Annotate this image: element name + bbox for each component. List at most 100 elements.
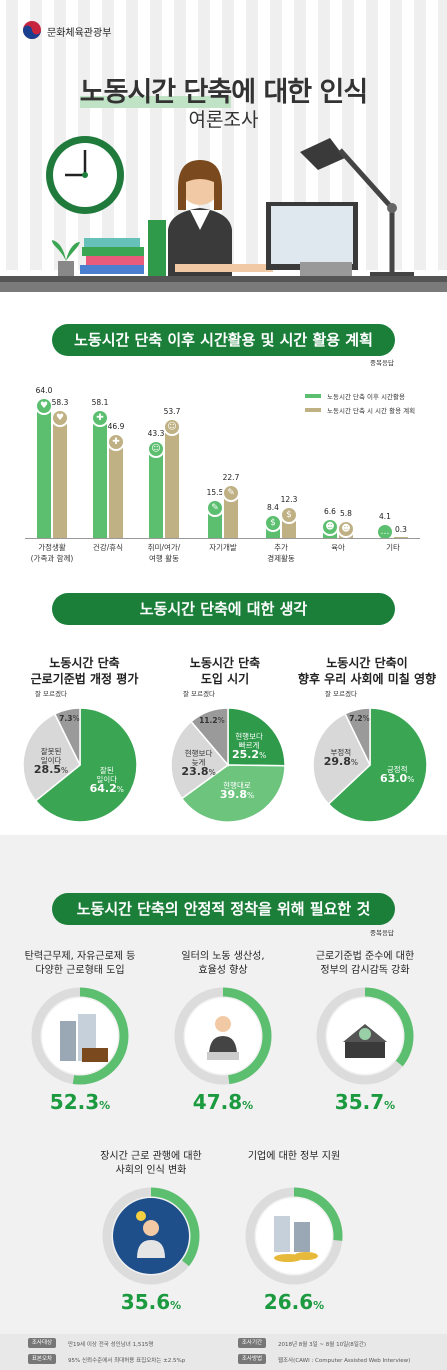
category-label: 기타: [386, 543, 400, 552]
taegeuk-logo-icon: [23, 21, 41, 39]
bar-cap-icon: ✎: [222, 484, 240, 502]
pie-slice: [34, 707, 138, 823]
bar-cap-icon: ☺: [163, 418, 181, 437]
desk-surface: [0, 276, 447, 282]
pies-svg: [22, 707, 428, 823]
category-label: 자기개발: [209, 543, 237, 552]
need-ring-arc: [174, 987, 272, 1085]
footer-tag: 조사기간: [238, 1338, 266, 1348]
need-ring-arc: [316, 987, 414, 1085]
bar-value-label: 6.6: [324, 507, 336, 517]
pie-slice-label: 잘된 일이다 64.2%: [89, 765, 124, 795]
category-label: 추가 경제활동: [267, 543, 295, 563]
pie-slice: [227, 707, 286, 767]
pie-slice-label: 긍정적 63.0%: [380, 764, 415, 785]
need-percentage: 35.7%: [334, 1090, 396, 1114]
bar-usage-2: [149, 446, 163, 538]
survey-footer: 조사대상 만19세 이상 전국 성인남녀 1,515명 표본오차 95% 신뢰수…: [0, 1334, 447, 1370]
dont-know-label: 잘 모르겠다: [183, 690, 215, 698]
book-stack-icon: [80, 238, 144, 274]
need-percentage: 52.3%: [49, 1090, 111, 1114]
bar-value-label: 58.3: [51, 397, 69, 407]
pie-slice-label: 7.2%: [349, 714, 370, 724]
bar-cap-icon: …: [376, 523, 394, 542]
pie-slice-label: 현행보다 빠르게 25.2%: [231, 732, 267, 762]
category-label: 건강/휴식: [92, 543, 124, 552]
bar-cap-icon: ♥: [35, 396, 53, 415]
need-ring-gauge: [316, 987, 414, 1085]
pie-slice: [170, 720, 230, 800]
bar-value-label: 58.1: [91, 398, 109, 408]
bar-value-label: 43.3: [147, 429, 165, 439]
dont-know-label: 잘 모르겠다: [325, 690, 357, 698]
bar-cap-icon: ✚: [107, 432, 125, 451]
section1-note: 중복응답: [370, 359, 394, 367]
section3-title: 노동시간 단축의 안정적 정착을 위해 필요한 것: [52, 893, 395, 925]
need-label: 일터의 노동 생산성, 효율성 향상: [181, 951, 265, 976]
bar-value-label: 8.4: [267, 503, 279, 513]
need-label: 기업에 대한 정부 지원: [247, 1151, 341, 1162]
bar-plan-3: [224, 490, 238, 538]
bar-chart: ♥ 64.0 ♥ 58.3 가정생활 (가족과 함께) ✚ 58.1 ✚ 46.9 건강/휴식 ☺ 4…: [0, 370, 447, 580]
page-subtitle: 여론조사: [188, 109, 259, 131]
plant-icon: [52, 240, 80, 276]
x-axis-line: [25, 538, 420, 539]
need-label: 탄력근무제, 자유근로제 등 다양한 근로형태 도입: [24, 951, 136, 976]
bar-cap-icon: ♥: [51, 408, 69, 427]
bar-usage-1: [93, 415, 107, 538]
bar-plan-6: [394, 537, 408, 538]
need-label: 근로기준법 준수에 대한 정부의 감시감독 강화: [315, 951, 415, 976]
office-buildings-icon: [60, 1014, 108, 1062]
desk-lamp-icon: [300, 138, 414, 278]
bar-value-label: 53.7: [163, 407, 181, 417]
need-percentage: 35.6%: [120, 1290, 182, 1314]
footer-text: 95% 신뢰수준에서 최대허용 표집오차는 ±2.5%p: [68, 1358, 186, 1364]
bar-cap-icon: $: [280, 505, 298, 524]
pie-charts: 잘된 일이다 64.2% 잘못된 일이다 28.5% 7.3% 잘 모르겠다 현행보다 …: [0, 690, 447, 830]
bar-value-label: 5.8: [340, 508, 352, 518]
pie-slice: [344, 707, 371, 766]
need-percentage: 26.6%: [263, 1290, 325, 1314]
pie-slice-label: 11.2%: [199, 716, 225, 726]
footer-text: 2018년 8월 3일 ~ 8월 10일(8일간): [278, 1342, 367, 1348]
need-ring-gauge: [174, 987, 272, 1085]
hero-banner: 문화체육관광부 노동시간 단축에 대한 인식 여론조사: [0, 0, 447, 292]
need-ring-arc: [102, 1187, 200, 1285]
needs-list: 탄력근무제, 자유근로제 등 다양한 근로형태 도입 52.3% 일터의 노동 생산…: [0, 950, 447, 1330]
bar-cap-icon: ☺: [147, 440, 165, 459]
bar-plan-1: [109, 438, 123, 538]
bar-cap-icon: ✎: [206, 499, 224, 518]
pie-slice-label: 7.3%: [59, 714, 80, 724]
footer-tag: 조사방법: [238, 1354, 266, 1364]
night-worker-icon: [136, 1211, 165, 1258]
pie-slice-label: 현행보다 늦게 23.8%: [181, 749, 216, 779]
bar-value-label: 0.3: [395, 525, 407, 535]
pie-slice: [190, 707, 229, 768]
bar-cap-icon: $: [264, 514, 282, 533]
legend-series-1: 노동시간 단축 이후 시간활용: [327, 393, 405, 401]
pie3-heading: 노동시간 단축이 향후 우리 사회에 미칠 영향: [297, 656, 437, 686]
pie-slice-label: 부정적 29.8%: [323, 747, 358, 768]
bar-value-label: 64.0: [35, 385, 53, 395]
footer-tag: 조사대상: [28, 1338, 56, 1348]
section2-title: 노동시간 단축에 대한 생각: [52, 593, 395, 625]
category-label: 육아: [331, 543, 345, 552]
office-illustration: [0, 136, 447, 292]
category-label: 가정생활 (가족과 함께): [30, 543, 74, 563]
section1-title: 노동시간 단축 이후 시간활용 및 시간 활용 계획: [52, 324, 395, 356]
category-label: 취미/여가/ 여행 활동: [147, 543, 181, 563]
pie2-heading: 노동시간 단축 도입 시기: [189, 656, 261, 686]
need-ring-arc: [31, 987, 129, 1085]
pie-slice: [327, 707, 428, 823]
wall-clock-icon: [46, 136, 124, 214]
office-worker-icon: [148, 160, 273, 276]
bar-usage-0: [37, 402, 51, 538]
pie-slice-label: 현행대로 39.8%: [219, 781, 255, 802]
legend-series-2: 노동시간 단축 시 시간 활용 계획: [327, 407, 416, 415]
footer-tag: 표본오차: [28, 1354, 56, 1364]
pie1-heading: 노동시간 단축 근로기준법 개정 평가: [30, 656, 139, 686]
bar-cap-icon: ☻: [321, 518, 339, 537]
bar-value-label: 46.9: [107, 421, 125, 431]
need-label: 장시간 근로 관행에 대한 사회의 인식 변화: [100, 1151, 202, 1176]
pie-slice: [53, 707, 81, 766]
